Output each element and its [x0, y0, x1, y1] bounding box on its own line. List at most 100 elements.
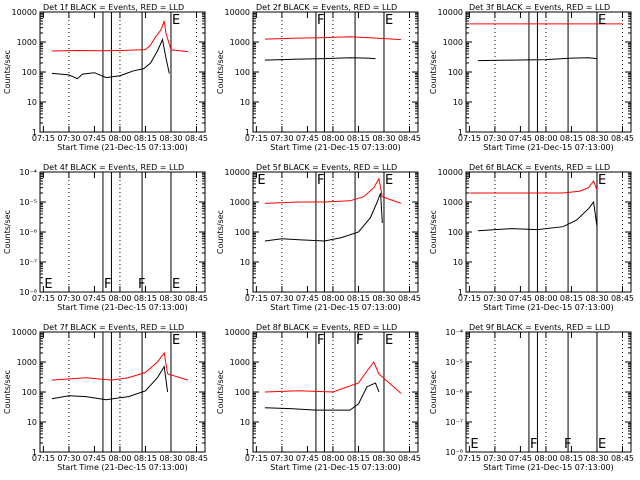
marker-label: E — [598, 173, 606, 188]
y-axis-label: Counts/sec — [3, 50, 12, 94]
y-tick-label: 10 — [453, 258, 463, 267]
y-tick-label: 100 — [235, 388, 250, 397]
y-axis-label: Counts/sec — [3, 370, 12, 414]
y-tick-label: 100 — [22, 388, 37, 397]
marker-label: F — [138, 277, 145, 292]
series-line — [264, 57, 376, 61]
y-tick-label: 10 — [240, 98, 250, 107]
x-tick-label: 08:00 — [534, 134, 557, 143]
chart-panel-6: Det 6f BLACK = Events, RED = LLD 1 10 100 10… — [429, 163, 634, 312]
x-tick-label: 07:45 — [296, 294, 319, 303]
chart-title: Det 7f BLACK = Events, RED = LLD — [43, 323, 184, 332]
x-tick-label: 07:45 — [509, 454, 532, 463]
x-tick-label: 08:15 — [134, 294, 157, 303]
chart-title: Det 2f BLACK = Events, RED = LLD — [256, 3, 397, 12]
series-line — [264, 382, 380, 411]
x-tick-label: 08:00 — [108, 294, 131, 303]
x-tick-label: 08:15 — [347, 454, 370, 463]
x-tick-label: 08:45 — [185, 294, 208, 303]
x-tick-label: 08:15 — [134, 134, 157, 143]
marker-label: E — [172, 333, 180, 348]
series-line — [264, 361, 402, 394]
y-tick-label: 10000 — [225, 8, 250, 17]
marker-label: E — [172, 13, 180, 28]
y-tick-label: 10⁻⁸ — [19, 288, 37, 297]
marker-label: E — [257, 173, 265, 188]
x-tick-label: 08:30 — [159, 134, 182, 143]
x-tick-label: 07:15 — [32, 294, 55, 303]
x-tick-label: 08:45 — [185, 454, 208, 463]
chart-panel-4: Det 4f BLACK = Events, RED = LLD 10⁻⁸ 10⁻⁷… — [3, 163, 208, 312]
y-tick-label: 10000 — [438, 168, 463, 177]
series-line — [264, 192, 383, 242]
y-axis-label: Counts/sec — [216, 50, 225, 94]
x-axis-label: Start Time (21-Dec-15 07:13:00) — [57, 303, 188, 312]
x-tick-label: 08:00 — [321, 454, 344, 463]
y-tick-label: 1 — [458, 288, 463, 297]
x-axis-label: Start Time (21-Dec-15 07:13:00) — [57, 143, 188, 152]
chart-panel-2: Det 2f BLACK = Events, RED = LLD 1 10 100 10… — [216, 3, 421, 152]
y-tick-label: 10000 — [225, 328, 250, 337]
series-line — [264, 36, 402, 41]
x-tick-label: 08:15 — [134, 454, 157, 463]
marker-label: E — [44, 277, 52, 292]
y-tick-label: 10 — [27, 418, 37, 427]
y-tick-label: 10000 — [12, 8, 37, 17]
x-tick-label: 08:00 — [108, 454, 131, 463]
x-tick-label: 07:45 — [509, 294, 532, 303]
y-tick-label: 1 — [32, 448, 37, 457]
y-tick-label: 1000 — [17, 358, 37, 367]
y-tick-label: 1 — [32, 128, 37, 137]
marker-label: F — [317, 333, 324, 348]
y-tick-label: 10⁻⁶ — [19, 228, 37, 237]
y-tick-label: 100 — [235, 228, 250, 237]
y-tick-label: 10⁻⁴ — [445, 328, 463, 337]
y-tick-label: 10⁻⁷ — [445, 418, 463, 427]
x-tick-label: 07:30 — [483, 454, 506, 463]
x-tick-label: 07:15 — [458, 134, 481, 143]
marker-label: E — [470, 437, 478, 452]
x-axis-label: Start Time (21-Dec-15 07:13:00) — [483, 143, 614, 152]
chart-panel-7: Det 7f BLACK = Events, RED = LLD 1 10 100 10… — [3, 323, 208, 472]
chart-panel-9: Det 9f BLACK = Events, RED = LLD 10⁻⁸ 10⁻⁷… — [429, 323, 634, 472]
y-tick-label: 100 — [448, 228, 463, 237]
x-tick-label: 08:00 — [534, 294, 557, 303]
marker-label: E — [385, 13, 393, 28]
x-tick-label: 08:45 — [611, 454, 634, 463]
y-tick-label: 10000 — [12, 328, 37, 337]
y-tick-label: 10 — [240, 418, 250, 427]
y-axis-label: Counts/sec — [429, 50, 438, 94]
y-axis-label: Counts/sec — [429, 370, 438, 414]
x-axis-label: Start Time (21-Dec-15 07:13:00) — [57, 463, 188, 472]
x-tick-label: 08:45 — [185, 134, 208, 143]
marker-label: E — [598, 13, 606, 28]
x-tick-label: 07:45 — [83, 134, 106, 143]
y-tick-label: 1000 — [443, 198, 463, 207]
y-tick-label: 100 — [235, 68, 250, 77]
x-tick-label: 08:30 — [372, 134, 395, 143]
x-tick-label: 08:00 — [321, 134, 344, 143]
y-tick-label: 1000 — [230, 198, 250, 207]
x-tick-label: 07:30 — [483, 294, 506, 303]
chart-panel-3: Det 3f BLACK = Events, RED = LLD 1 10 100 10… — [429, 3, 634, 152]
x-axis-label: Start Time (21-Dec-15 07:13:00) — [270, 463, 401, 472]
series-line — [51, 365, 169, 401]
marker-label: E — [598, 437, 606, 452]
y-tick-label: 100 — [448, 68, 463, 77]
chart-panel-8: Det 8f BLACK = Events, RED = LLD 1 10 100 10… — [216, 323, 421, 472]
y-axis-label: Counts/sec — [429, 210, 438, 254]
chart-panel-5: Det 5f BLACK = Events, RED = LLD 1 10 100 10… — [216, 163, 421, 312]
x-tick-label: 07:30 — [57, 454, 80, 463]
y-tick-label: 1 — [245, 128, 250, 137]
y-tick-label: 10000 — [225, 168, 250, 177]
marker-label: F — [564, 437, 571, 452]
x-tick-label: 07:15 — [458, 294, 481, 303]
series-line — [469, 179, 598, 194]
y-tick-label: 10 — [453, 98, 463, 107]
x-axis-label: Start Time (21-Dec-15 07:13:00) — [270, 143, 401, 152]
x-tick-label: 07:30 — [57, 134, 80, 143]
x-tick-label: 07:15 — [458, 454, 481, 463]
marker-label: E — [385, 333, 393, 348]
x-tick-label: 07:30 — [270, 294, 293, 303]
series-line — [51, 351, 189, 381]
